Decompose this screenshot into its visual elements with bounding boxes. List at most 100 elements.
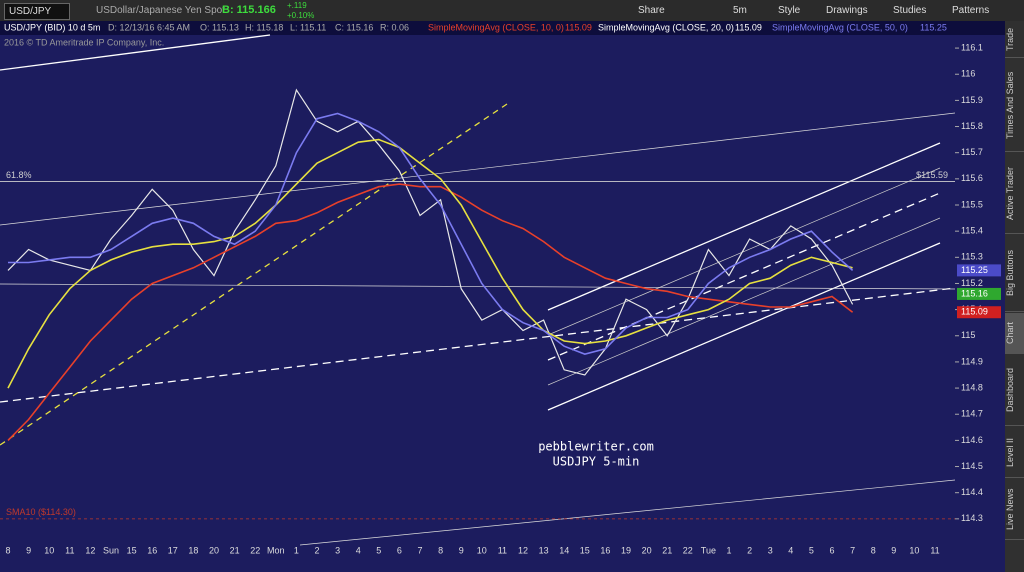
channel-mid (547, 192, 941, 361)
chart: USD/JPY (BID) 10 d 5m D: 12/13/16 6:45 A… (0, 21, 1005, 572)
x-tick-label: 19 (621, 545, 631, 555)
side-tab[interactable]: Level II (1005, 427, 1024, 478)
button[interactable]: Drawings (826, 5, 868, 16)
price-badge-label: 115.09 (961, 307, 988, 317)
time-axis-bg (0, 545, 1005, 572)
side-tab[interactable]: Times And Sales (1005, 59, 1024, 152)
price-badge-label: 115.25 (961, 265, 988, 275)
side-tabs: Trade Times And Sales Active Trader Big But… (1005, 21, 1024, 572)
side-tab[interactable]: Dashboard (1005, 355, 1024, 426)
x-tick-label: 17 (168, 545, 178, 555)
legend-entry: SimpleMovingAvg (CLOSE, 10, 0) (428, 22, 564, 32)
x-tick-label: 9 (891, 545, 896, 555)
x-tick-label: 11 (498, 545, 507, 555)
legend-entry: SimpleMovingAvg (CLOSE, 50, 0) (772, 22, 908, 32)
y-tick-label: 114.3 (961, 513, 983, 523)
x-tick-label: 1 (294, 545, 299, 555)
symbol-box[interactable]: USD/JPY (4, 3, 71, 20)
level-label: SMA10 ($114.30) (6, 507, 76, 517)
bid: B: 115.166 (222, 4, 276, 16)
toolbar: USD/JPY USDollar/Japanese Yen Spot B: 11… (0, 0, 1024, 21)
header-bg (0, 21, 1005, 35)
y-tick-label: 114.4 (961, 487, 983, 497)
side-tab[interactable]: Big Buttons (1005, 235, 1024, 312)
channel-line (547, 242, 941, 411)
x-tick-label: 12 (85, 545, 95, 555)
legend-value: 115.25 (920, 22, 947, 32)
x-tick-label: 18 (188, 545, 198, 555)
price-badge (957, 287, 1001, 300)
y-tick-label: 114.6 (961, 435, 983, 445)
trend-line (0, 101, 511, 446)
y-tick-label: 115.3 (961, 252, 983, 262)
y-tick-label: 115.2 (961, 278, 983, 288)
x-tick-label: 9 (459, 545, 464, 555)
channel-line (547, 142, 941, 311)
level-label: $115.59 (916, 170, 948, 180)
side-tab[interactable]: Trade (1005, 21, 1024, 58)
x-tick-label: 21 (230, 545, 240, 555)
channel-line (547, 217, 941, 386)
button[interactable]: Share (638, 5, 665, 16)
x-tick-label: 22 (250, 545, 260, 555)
open: O: 115.13 (200, 22, 239, 32)
button[interactable]: Patterns (952, 5, 990, 16)
x-tick-label: 10 (44, 545, 54, 555)
x-tick-label: 3 (768, 545, 773, 555)
button[interactable]: 5m (733, 5, 747, 16)
series-line (7, 138, 853, 389)
y-tick-label: 115.4 (961, 226, 983, 236)
x-tick-label: 15 (127, 545, 137, 555)
x-tick-label: 16 (600, 545, 610, 555)
legend-value: 115.09 (735, 22, 762, 32)
side-tab[interactable]: Live News (1005, 479, 1024, 540)
x-tick-label: 8 (871, 545, 876, 555)
y-tick-label: 116 (961, 69, 975, 79)
x-tick-label: 5 (809, 545, 814, 555)
price-badge (957, 306, 1001, 319)
x-tick-label: 7 (417, 545, 422, 555)
x-tick-label: 2 (314, 545, 319, 555)
x-tick-label: 7 (850, 545, 855, 555)
x-tick-label: 6 (397, 545, 402, 555)
description: USDollar/Japanese Yen Spot (96, 5, 225, 16)
x-tick-label: Tue (701, 545, 716, 555)
watermark: pebblewriter.com (538, 440, 654, 454)
y-tick-label: 114.8 (961, 382, 983, 392)
trend-line (0, 34, 271, 71)
button[interactable]: Studies (893, 5, 927, 16)
x-tick-label: 14 (559, 545, 569, 555)
x-tick-label: 8 (438, 545, 443, 555)
series-line (7, 183, 854, 441)
range: R: 0.06 (380, 22, 409, 32)
button[interactable]: Style (778, 5, 801, 16)
drawings (0, 34, 956, 546)
x-tick-label: 13 (539, 545, 549, 555)
high: H: 115.18 (245, 22, 283, 32)
x-tick-label: 12 (518, 545, 528, 555)
close: C: 115.16 (335, 22, 373, 32)
x-tick-label: Mon (267, 545, 285, 555)
x-tick-label: 20 (642, 545, 652, 555)
y-tick-label: 115.6 (961, 173, 983, 183)
level-label: 61.8% (6, 170, 32, 180)
series-line (7, 88, 854, 376)
x-tick-label: 3 (335, 545, 340, 555)
y-tick-label: 114.7 (961, 409, 983, 419)
side-tab[interactable]: Chart (1005, 313, 1024, 354)
x-tick-label: 11 (930, 545, 939, 555)
series-line (8, 112, 854, 355)
y-tick-label: 115.8 (961, 121, 983, 131)
side-tab[interactable]: Active Trader (1005, 153, 1024, 234)
x-tick-label: 20 (209, 545, 219, 555)
legend-entry: SimpleMovingAvg (CLOSE, 20, 0) (598, 22, 734, 32)
change: +.119 (287, 1, 307, 10)
x-tick-label: 15 (580, 545, 590, 555)
y-tick-label: 114.5 (961, 461, 983, 471)
plot-bg (0, 21, 955, 545)
change-pct: +0.10% (287, 11, 315, 20)
x-tick-label: 6 (829, 545, 834, 555)
date: D: 12/13/16 6:45 AM (108, 22, 190, 32)
x-tick-label: 10 (477, 545, 487, 555)
